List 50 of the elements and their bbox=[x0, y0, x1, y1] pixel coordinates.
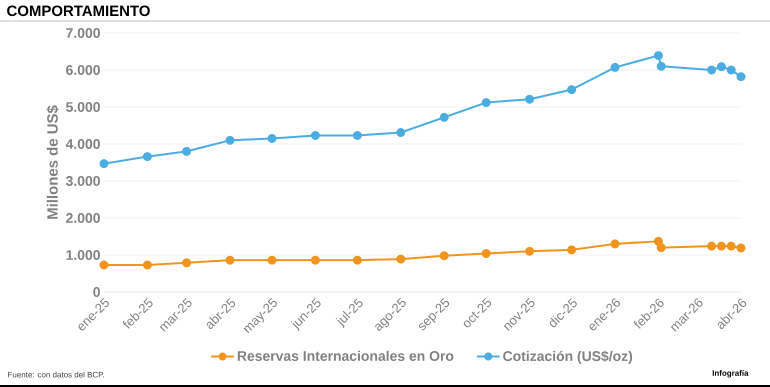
point bbox=[268, 256, 276, 265]
point bbox=[440, 112, 449, 122]
point bbox=[707, 242, 716, 251]
point bbox=[716, 62, 726, 72]
y-tick-label: 6.000 bbox=[66, 65, 100, 75]
y-tick-label: 7.000 bbox=[66, 28, 100, 38]
point bbox=[310, 131, 320, 140]
y-tick-label: 5.000 bbox=[66, 102, 100, 112]
point bbox=[226, 136, 234, 145]
point bbox=[525, 246, 534, 256]
point bbox=[656, 243, 666, 252]
point bbox=[736, 72, 746, 82]
point bbox=[352, 131, 362, 140]
y-axis-title: Millones de US$ bbox=[46, 105, 59, 219]
point bbox=[567, 245, 576, 254]
y-tick-label: 3.000 bbox=[66, 176, 100, 186]
point bbox=[726, 242, 736, 251]
point bbox=[396, 128, 406, 138]
point bbox=[100, 159, 108, 168]
point bbox=[142, 152, 152, 162]
point bbox=[610, 62, 620, 72]
point bbox=[482, 249, 491, 258]
y-tick-label: 1.000 bbox=[66, 250, 100, 260]
point bbox=[182, 146, 192, 156]
point bbox=[654, 236, 663, 246]
y-tick-label: 0 bbox=[93, 287, 100, 297]
point bbox=[707, 66, 716, 74]
y-tick-label: 4.000 bbox=[66, 139, 100, 149]
point bbox=[142, 260, 152, 270]
point bbox=[726, 66, 736, 74]
point bbox=[610, 239, 620, 248]
point bbox=[268, 134, 276, 143]
point bbox=[352, 256, 362, 265]
point bbox=[226, 256, 234, 265]
point bbox=[525, 94, 534, 104]
point bbox=[567, 85, 576, 94]
point bbox=[100, 260, 108, 270]
point bbox=[482, 98, 491, 108]
y-tick-label: 2.000 bbox=[66, 213, 100, 223]
point bbox=[440, 251, 449, 260]
point bbox=[736, 243, 746, 252]
legend-label: Reservas Internacionales en Oro bbox=[238, 350, 454, 361]
chart-title: COMPORTAMIENTO bbox=[7, 6, 150, 16]
point bbox=[716, 242, 726, 251]
point bbox=[656, 62, 666, 71]
point bbox=[654, 51, 663, 60]
point bbox=[396, 254, 406, 264]
point bbox=[310, 256, 320, 265]
point bbox=[182, 258, 192, 268]
legend-label: Cotización (US$/oz) bbox=[503, 350, 632, 364]
